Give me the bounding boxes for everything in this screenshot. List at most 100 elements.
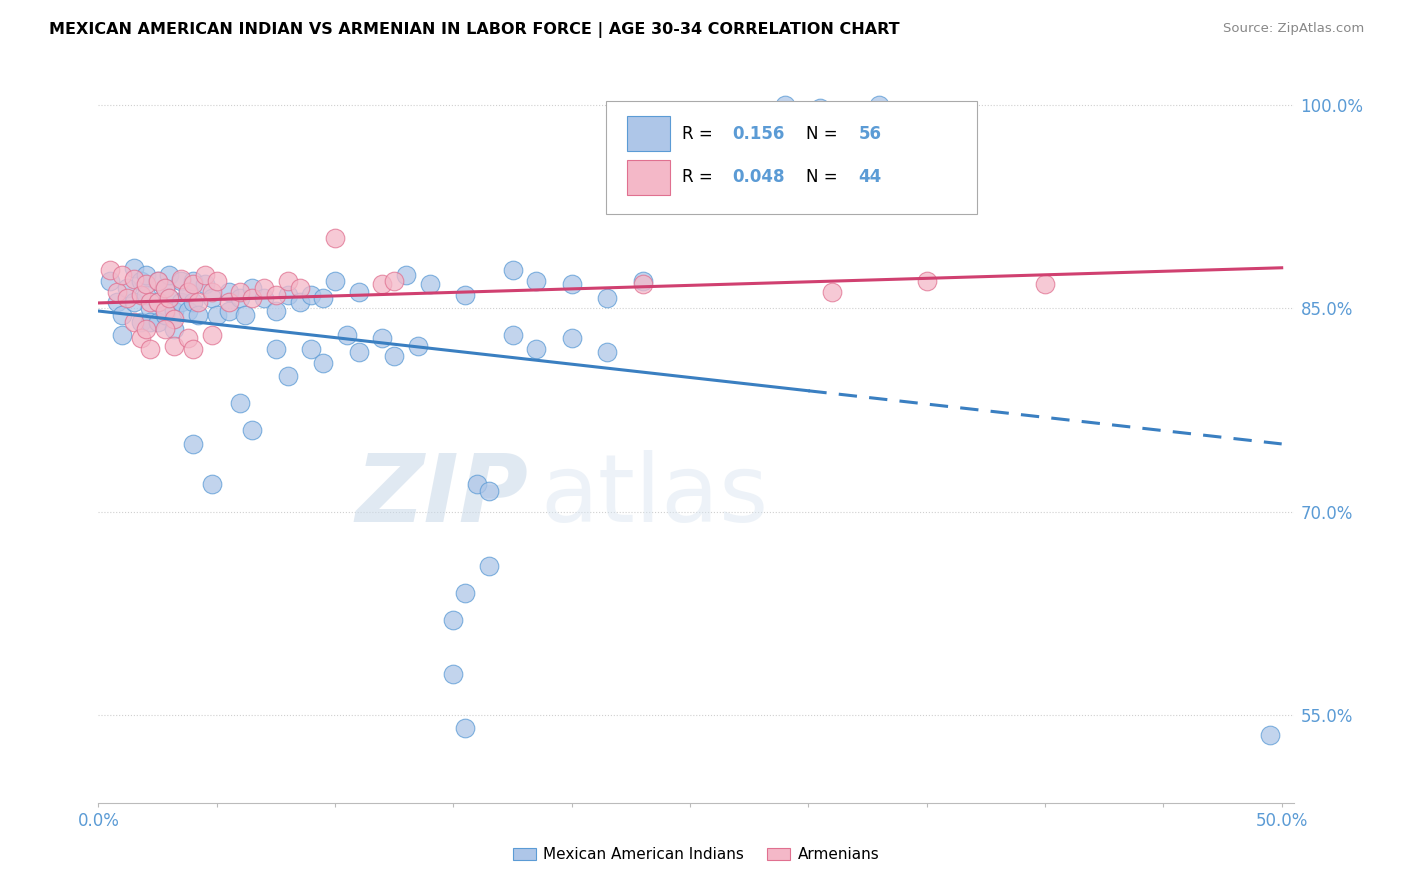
- Point: [181, 274, 204, 288]
- Point: [441, 613, 464, 627]
- Point: [111, 268, 134, 282]
- Point: [299, 288, 322, 302]
- Text: R =: R =: [682, 169, 717, 186]
- Point: [406, 339, 429, 353]
- Point: [229, 291, 252, 305]
- Point: [181, 437, 204, 451]
- Point: [115, 281, 138, 295]
- Point: [139, 294, 162, 309]
- Point: [129, 331, 152, 345]
- Point: [596, 291, 619, 305]
- Text: ZIP: ZIP: [356, 450, 529, 541]
- Point: [299, 342, 322, 356]
- FancyBboxPatch shape: [627, 160, 669, 195]
- Point: [153, 281, 176, 295]
- Point: [233, 308, 256, 322]
- Point: [153, 308, 176, 322]
- Point: [240, 291, 263, 305]
- Point: [478, 558, 501, 573]
- Point: [323, 231, 346, 245]
- Text: R =: R =: [682, 125, 717, 143]
- Point: [868, 98, 890, 112]
- Point: [253, 281, 276, 295]
- Point: [454, 586, 477, 600]
- Point: [139, 301, 162, 316]
- Point: [441, 667, 464, 681]
- Point: [524, 342, 547, 356]
- Point: [194, 268, 217, 282]
- Point: [187, 294, 209, 309]
- Point: [382, 349, 405, 363]
- Point: [163, 312, 186, 326]
- Point: [135, 268, 157, 282]
- Point: [163, 339, 186, 353]
- Point: [135, 288, 157, 302]
- Point: [454, 721, 477, 735]
- Point: [395, 268, 418, 282]
- Point: [157, 268, 180, 282]
- Point: [596, 344, 619, 359]
- Point: [201, 291, 224, 305]
- Point: [218, 294, 240, 309]
- Point: [98, 263, 121, 277]
- Point: [264, 288, 287, 302]
- Point: [229, 285, 252, 300]
- Text: MEXICAN AMERICAN INDIAN VS ARMENIAN IN LABOR FORCE | AGE 30-34 CORRELATION CHART: MEXICAN AMERICAN INDIAN VS ARMENIAN IN L…: [49, 22, 900, 38]
- Point: [181, 277, 204, 291]
- Point: [264, 342, 287, 356]
- Point: [146, 274, 169, 288]
- Text: 44: 44: [859, 169, 882, 186]
- Point: [135, 277, 157, 291]
- Point: [218, 285, 240, 300]
- Point: [139, 342, 162, 356]
- Point: [146, 315, 169, 329]
- Point: [631, 274, 654, 288]
- Point: [194, 277, 217, 291]
- Text: atlas: atlas: [541, 450, 769, 541]
- Point: [139, 315, 162, 329]
- Point: [454, 288, 477, 302]
- Point: [465, 477, 488, 491]
- Point: [218, 304, 240, 318]
- Point: [153, 281, 176, 295]
- Point: [177, 304, 200, 318]
- Point: [105, 285, 128, 300]
- Point: [146, 294, 169, 309]
- Point: [631, 277, 654, 291]
- Text: N =: N =: [806, 125, 842, 143]
- Point: [229, 396, 252, 410]
- Point: [157, 291, 180, 305]
- Point: [153, 322, 176, 336]
- Point: [122, 315, 145, 329]
- Point: [105, 294, 128, 309]
- Point: [821, 285, 844, 300]
- Point: [98, 274, 121, 288]
- Point: [561, 277, 583, 291]
- Point: [111, 308, 134, 322]
- Point: [524, 274, 547, 288]
- Point: [170, 274, 193, 288]
- Text: 56: 56: [859, 125, 882, 143]
- Point: [312, 291, 335, 305]
- Point: [1033, 277, 1056, 291]
- Point: [277, 274, 299, 288]
- Point: [1258, 728, 1281, 742]
- Point: [478, 484, 501, 499]
- Point: [177, 285, 200, 300]
- Point: [419, 277, 441, 291]
- Point: [253, 291, 276, 305]
- Point: [323, 274, 346, 288]
- Text: Source: ZipAtlas.com: Source: ZipAtlas.com: [1223, 22, 1364, 36]
- Point: [181, 294, 204, 309]
- Point: [135, 322, 157, 336]
- Point: [129, 288, 152, 302]
- Point: [264, 304, 287, 318]
- Point: [170, 294, 193, 309]
- Point: [205, 274, 228, 288]
- Point: [163, 322, 186, 336]
- Point: [382, 274, 405, 288]
- Point: [170, 271, 193, 285]
- Point: [312, 355, 335, 369]
- Point: [336, 328, 359, 343]
- Point: [288, 281, 311, 295]
